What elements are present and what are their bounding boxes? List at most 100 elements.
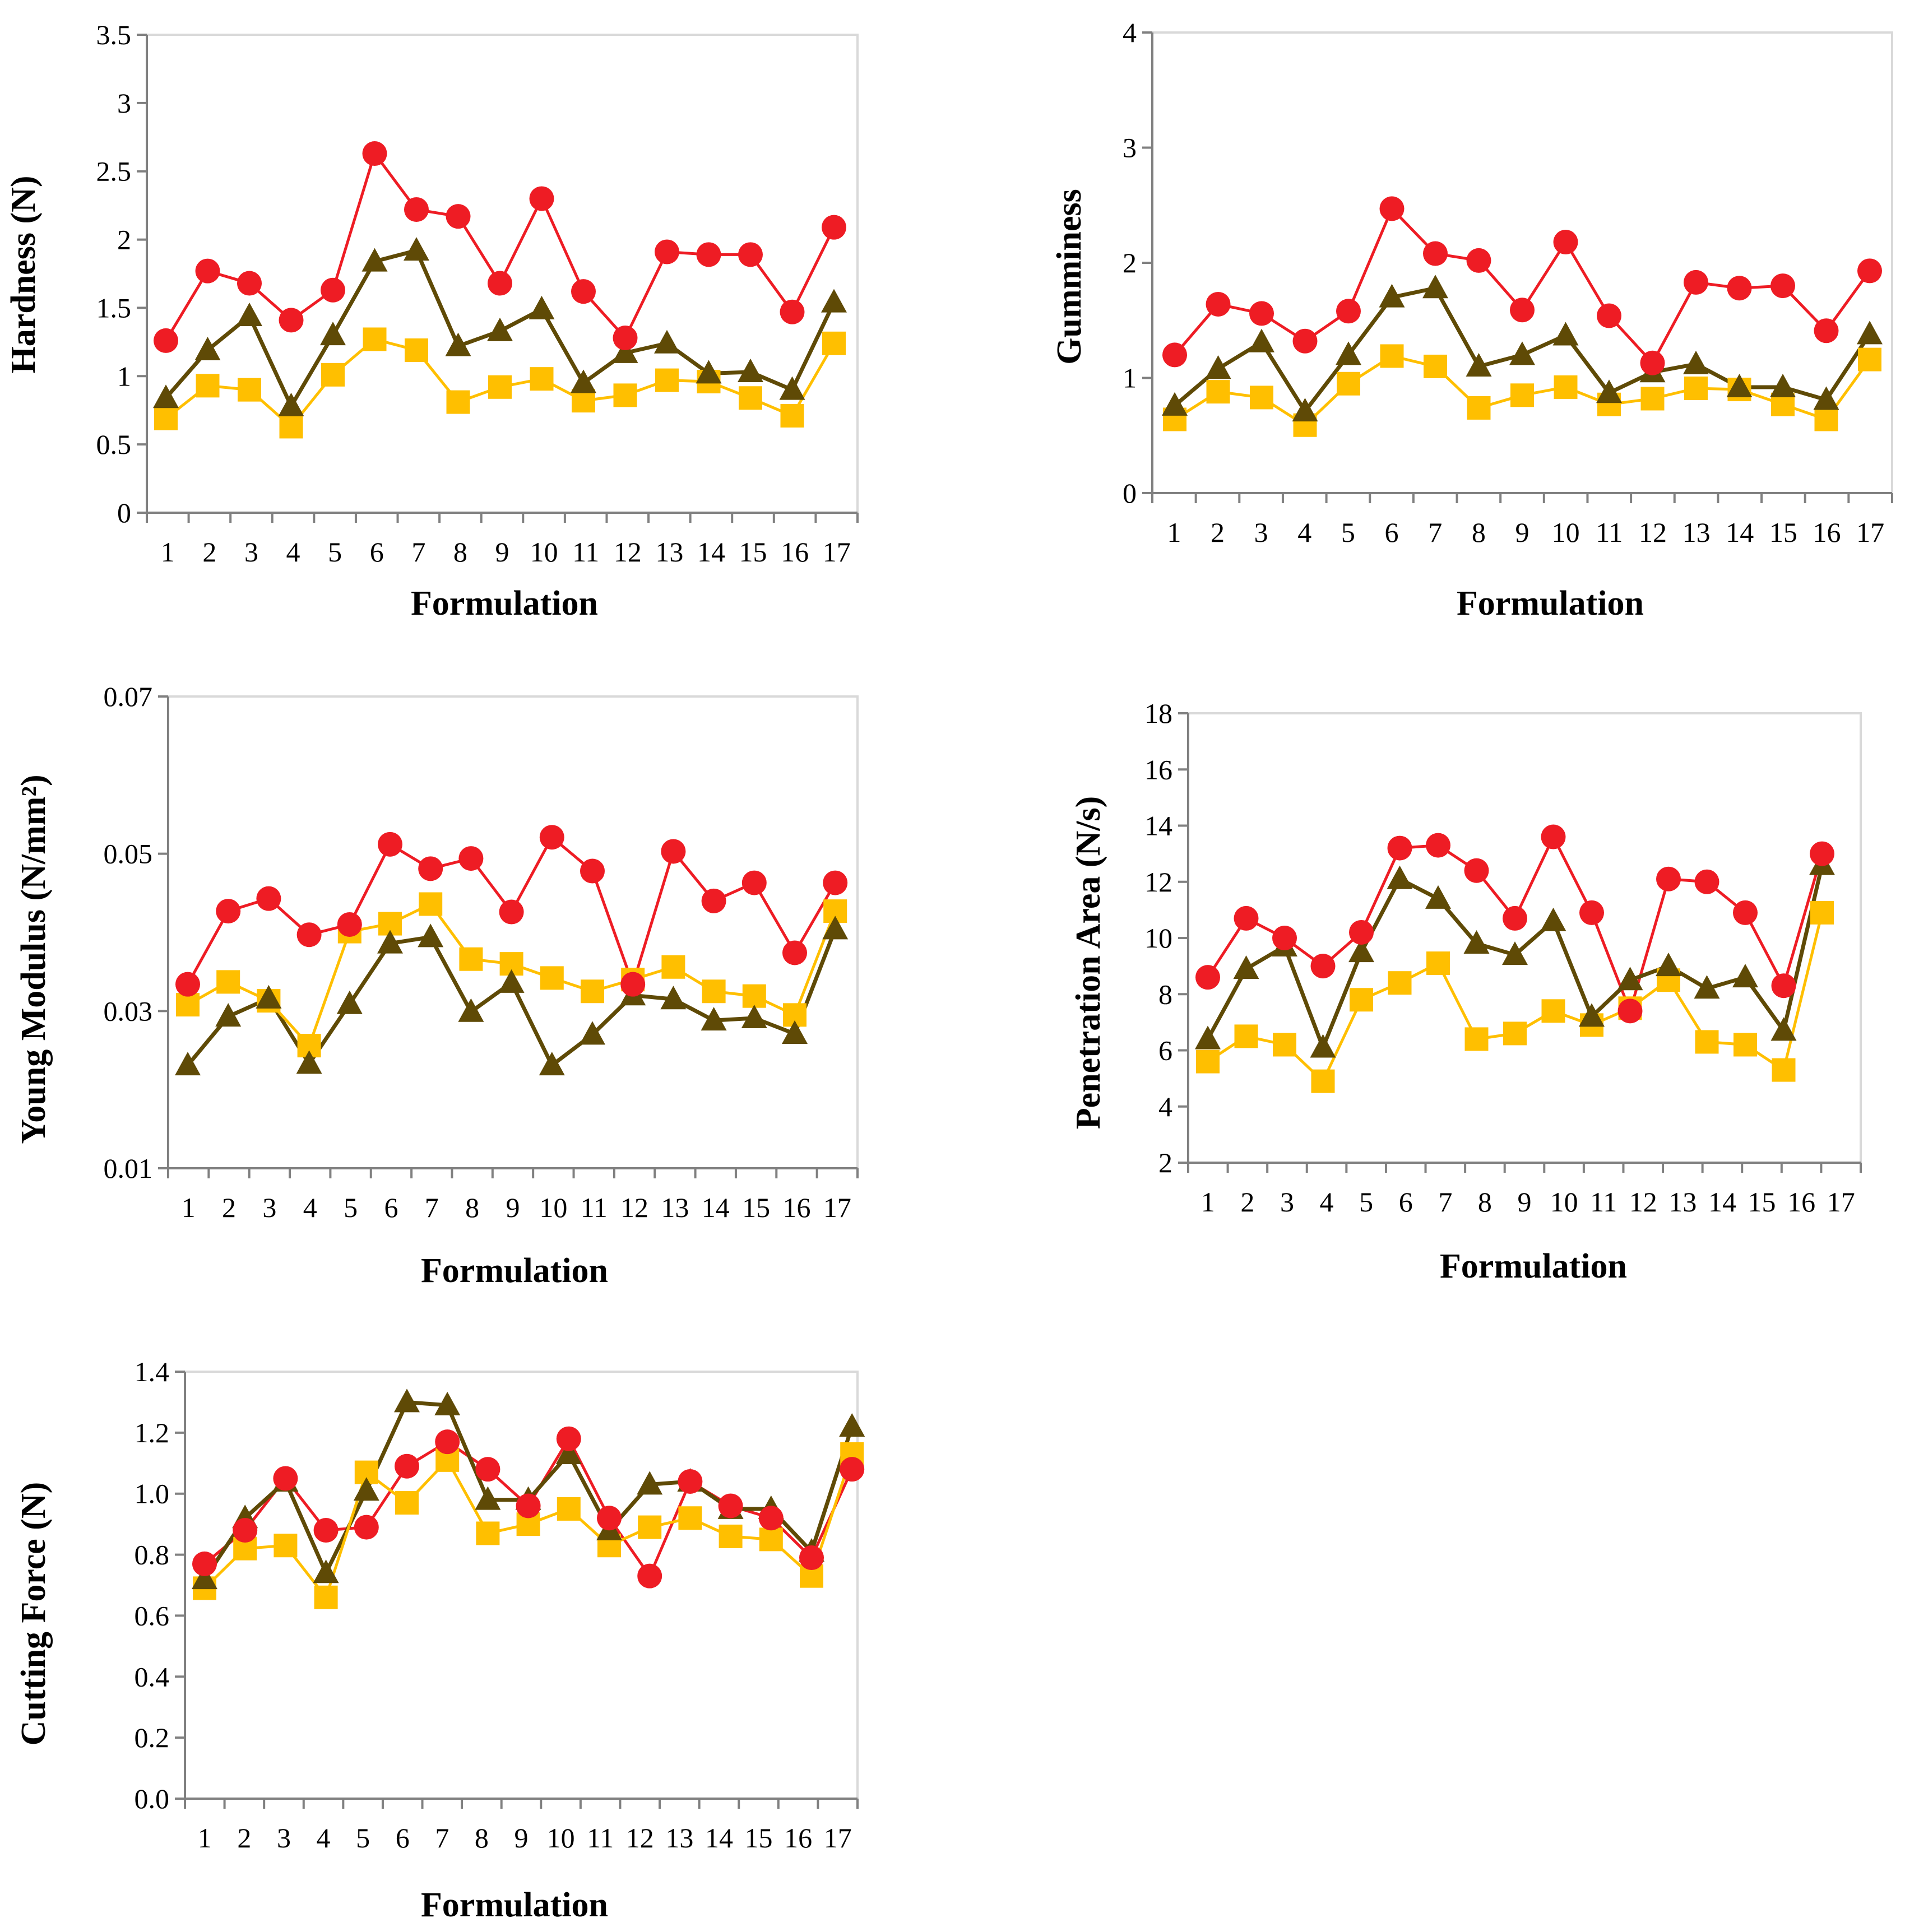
young-modulus-point-red: [620, 972, 646, 997]
cutting-force-x-tick-label: 1: [198, 1822, 212, 1854]
penetration-area-point-gold: [1196, 1049, 1220, 1074]
gumminess-point-gold: [1337, 371, 1360, 396]
gumminess-point-brown: [1205, 355, 1231, 379]
hardness-point-gold: [363, 327, 387, 351]
hardness-y-tick-label: 2.5: [96, 156, 132, 187]
penetration-area-point-brown: [1233, 955, 1259, 979]
hardness-x-tick-label: 11: [572, 536, 599, 568]
young-modulus-point-gold: [540, 966, 564, 990]
hardness-x-tick-label: 15: [739, 536, 767, 568]
cutting-force-point-gold: [314, 1585, 338, 1609]
hardness-point-red: [613, 326, 638, 351]
gumminess-y-tick-label: 4: [1123, 17, 1137, 48]
penetration-area-x-tick-label: 5: [1359, 1186, 1373, 1218]
cutting-force-point-red: [475, 1457, 500, 1482]
hardness-point-brown: [361, 248, 388, 272]
gumminess-point-red: [1857, 258, 1882, 284]
hardness-point-red: [529, 186, 554, 211]
penetration-area-x-tick-label: 3: [1280, 1186, 1294, 1218]
cutting-force-x-tick-label: 7: [435, 1822, 449, 1854]
young-modulus-point-brown: [175, 1052, 201, 1076]
cutting-force-y-tick-label: 1.2: [135, 1417, 170, 1448]
cutting-force-point-red: [678, 1469, 703, 1494]
hardness-point-brown: [529, 295, 555, 319]
young-modulus-point-brown: [741, 1004, 767, 1028]
cutting-force-point-gold: [678, 1506, 702, 1530]
penetration-area-point-red: [1387, 835, 1412, 861]
cutting-force-point-red: [395, 1453, 419, 1479]
penetration-area-point-red: [1234, 905, 1259, 931]
gumminess-y-tick-label: 2: [1123, 247, 1137, 278]
hardness-point-brown: [821, 289, 847, 313]
young-modulus-point-gold: [702, 979, 726, 1004]
penetration-area-y-tick-label: 8: [1158, 978, 1172, 1010]
gumminess-point-red: [1466, 248, 1491, 273]
hardness-point-brown: [654, 329, 680, 354]
hardness-x-tick-label: 6: [370, 536, 384, 568]
hardness-point-red: [738, 242, 763, 267]
young-modulus-point-red: [499, 899, 524, 925]
young-modulus-point-brown: [377, 930, 403, 954]
young-modulus-y-tick-label: 0.03: [104, 995, 153, 1027]
penetration-area-point-gold: [1541, 999, 1565, 1023]
gumminess-point-gold: [1858, 347, 1881, 371]
hardness-point-red: [404, 197, 429, 222]
hardness-point-gold: [613, 383, 637, 407]
young-modulus-x-tick-label: 11: [581, 1192, 608, 1223]
hardness-point-red: [154, 328, 178, 353]
hardness-point-brown: [487, 317, 513, 341]
penetration-area-point-gold: [1388, 971, 1412, 995]
hardness-x-label: Formulation: [411, 584, 598, 623]
penetration-area-point-brown: [1617, 967, 1643, 991]
hardness-point-brown: [320, 322, 346, 346]
penetration-area-y-tick-label: 2: [1158, 1147, 1172, 1178]
penetration-area-point-brown: [1463, 930, 1490, 954]
penetration-area-y-tick-label: 18: [1144, 698, 1172, 729]
young-modulus-x-tick-label: 10: [539, 1192, 567, 1223]
young-modulus-x-tick-label: 12: [620, 1192, 648, 1223]
penetration-area-point-brown: [1425, 885, 1451, 909]
cutting-force-point-brown: [555, 1440, 582, 1464]
young-modulus-point-red: [539, 825, 564, 850]
hardness-x-tick-label: 9: [495, 536, 509, 568]
gumminess-x-tick-label: 17: [1856, 517, 1884, 548]
cutting-force-x-tick-label: 2: [237, 1822, 251, 1854]
cutting-force-x-tick-label: 14: [705, 1822, 733, 1854]
penetration-area-point-red: [1579, 900, 1604, 925]
hardness-point-gold: [405, 338, 428, 362]
cutting-force-point-red: [758, 1506, 784, 1531]
gumminess-x-tick-label: 1: [1167, 517, 1181, 548]
gumminess-point-red: [1684, 270, 1708, 295]
penetration-area-y-tick-label: 10: [1144, 922, 1172, 954]
gumminess-point-red: [1770, 273, 1795, 299]
cutting-force-y-tick-label: 0.0: [135, 1783, 170, 1814]
cutting-force-point-brown: [353, 1477, 379, 1501]
gumminess-x-tick-label: 9: [1515, 517, 1529, 548]
hardness-point-brown: [612, 339, 638, 363]
hardness-y-tick-label: 0: [117, 497, 131, 528]
hardness-point-red: [446, 204, 471, 229]
cutting-force-chart: Cutting Force (N) Formulation 0.0 0.2 0.4 0…: [15, 1356, 865, 1924]
cutting-force-point-red: [840, 1457, 865, 1482]
gumminess-point-brown: [1683, 350, 1709, 374]
young-modulus-point-brown: [701, 1007, 727, 1031]
penetration-area-point-red: [1195, 965, 1220, 990]
gumminess-y-tick-label: 0: [1123, 477, 1137, 509]
penetration-area-point-brown: [1540, 907, 1566, 931]
gumminess-x-tick-label: 14: [1726, 517, 1754, 548]
young-modulus-point-red: [458, 846, 484, 871]
gumminess-point-brown: [1249, 328, 1274, 352]
penetration-area-point-brown: [1387, 865, 1413, 889]
penetration-area-x-tick-label: 12: [1629, 1186, 1657, 1218]
hardness-x-tick-label: 10: [530, 536, 558, 568]
young-modulus-point-red: [701, 888, 726, 913]
penetration-area-point-gold: [1311, 1069, 1335, 1093]
gumminess-x-tick-label: 15: [1769, 517, 1797, 548]
young-modulus-point-red: [175, 972, 200, 997]
gumminess-x-label: Formulation: [1457, 584, 1644, 623]
penetration-area-x-tick-label: 13: [1668, 1186, 1697, 1218]
cutting-force-point-gold: [759, 1527, 783, 1552]
young-modulus-point-brown: [215, 1003, 242, 1027]
cutting-force-x-tick-label: 15: [745, 1822, 773, 1854]
cutting-force-point-red: [435, 1429, 460, 1455]
